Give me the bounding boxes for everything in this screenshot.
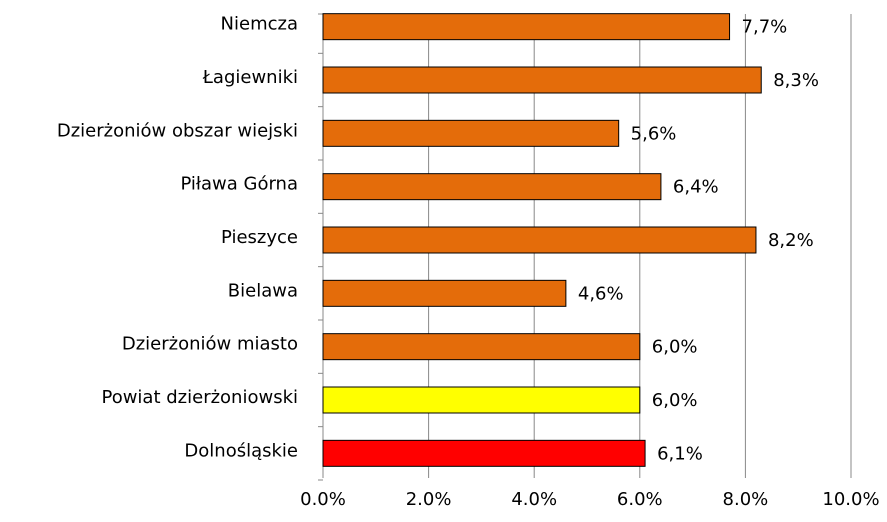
y-tick-label: Piława Górna (180, 174, 298, 195)
x-tick-label: 6.0% (617, 489, 663, 510)
x-tick-label: 4.0% (511, 489, 557, 510)
bar (322, 119, 620, 147)
data-label: 6,0% (652, 337, 698, 358)
y-tick-label: Łagiewniki (202, 67, 298, 88)
data-label: 7,7% (742, 17, 788, 38)
bar (322, 66, 762, 94)
data-label: 6,0% (652, 390, 698, 411)
y-tick-label: Dolnośląskie (184, 440, 298, 461)
y-tick-label: Dzierżoniów miasto (122, 334, 298, 355)
bar (322, 333, 641, 361)
data-label: 4,6% (578, 283, 624, 304)
bar (322, 173, 662, 201)
y-tick-label: Powiat dzierżoniowski (101, 387, 298, 408)
bar (322, 279, 567, 307)
y-tick-label: Niemcza (221, 14, 298, 35)
data-label: 8,3% (773, 70, 819, 91)
bar (322, 13, 731, 41)
x-tick-label: 8.0% (723, 489, 769, 510)
data-label: 5,6% (631, 123, 677, 144)
y-tick-label: Dzierżoniów obszar wiejski (57, 120, 298, 141)
data-label: 6,4% (673, 177, 719, 198)
bar (322, 439, 646, 467)
bar (322, 226, 757, 254)
data-label: 8,2% (768, 230, 814, 251)
bar (322, 386, 641, 414)
data-label: 6,1% (657, 443, 703, 464)
y-tick-label: Bielawa (228, 280, 298, 301)
x-tick-label: 2.0% (406, 489, 452, 510)
x-tick-label: 0.0% (300, 489, 346, 510)
x-tick-label: 10.0% (822, 489, 879, 510)
y-tick-label: Pieszyce (221, 227, 298, 248)
